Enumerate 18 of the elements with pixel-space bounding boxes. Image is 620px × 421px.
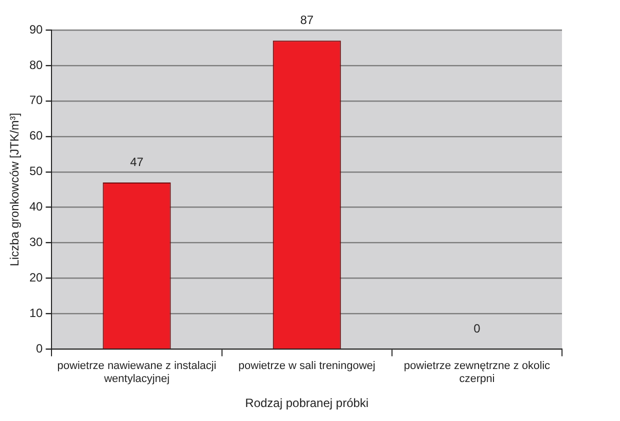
y-tick-label: 30 [29,235,44,250]
y-tick-label: 50 [29,164,44,178]
y-axis-title: Liczba gronkowców [JTK/m³] [8,112,22,266]
y-tick-label: 90 [29,22,44,36]
data-label: 87 [300,12,314,27]
x-tick-label: powietrze w sali treningowej [238,360,376,372]
y-tick-label: 20 [29,270,44,285]
y-tick-label: 40 [29,200,44,214]
y-tick-label: 60 [29,128,44,143]
data-label: 47 [130,154,144,169]
y-tick-label: 70 [29,93,44,108]
y-tick-label: 10 [29,306,44,320]
y-tick-label: 80 [29,58,44,72]
x-tick-label: powietrze nawiewane z instalacji wentylacyjnej [57,360,216,386]
data-label: 0 [474,322,481,336]
x-tick-label: powietrze zewnętrzne z okolic czerpni [404,360,551,386]
x-axis-title: Rodzaj pobranej próbki [245,396,369,410]
y-tick-label: 0 [36,342,44,356]
